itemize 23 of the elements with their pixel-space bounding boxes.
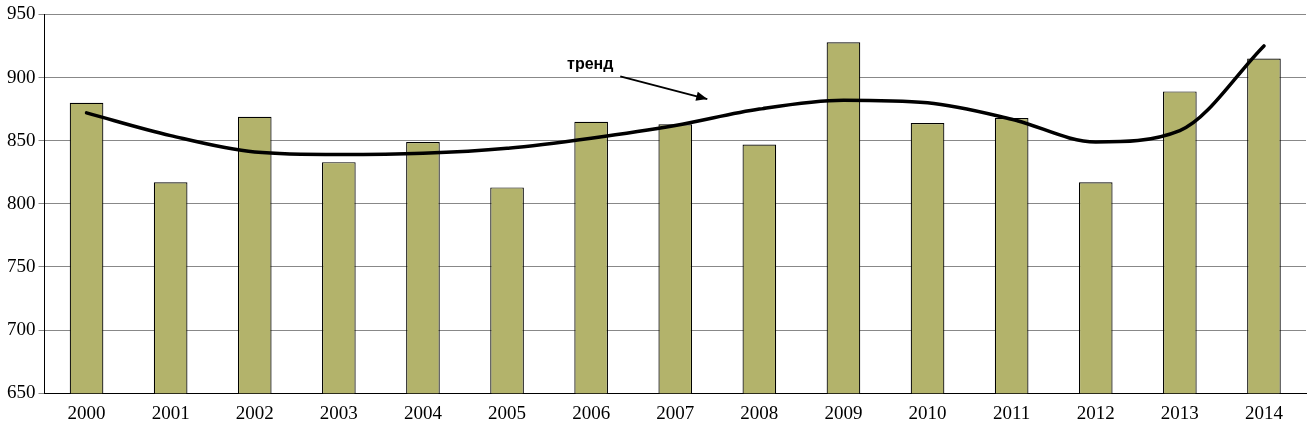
x-tick-label: 2001 <box>151 401 190 423</box>
x-tick-label: 2012 <box>1076 401 1115 423</box>
x-tick-label: 2013 <box>1160 401 1199 423</box>
x-tick-label: 2003 <box>319 401 358 423</box>
x-tick-label: 2000 <box>67 401 106 423</box>
x-tick-label: 2010 <box>908 401 947 423</box>
y-tick-label: 900 <box>7 65 36 87</box>
y-tick-label: 750 <box>7 254 36 276</box>
text: тренд <box>567 54 614 72</box>
y-tick-label: 850 <box>7 128 36 150</box>
x-tick-label: 2004 <box>403 401 443 423</box>
x-tick-label: 2014 <box>1244 401 1284 423</box>
y-tick-label: 800 <box>7 191 36 213</box>
y-tick-label: 950 <box>7 2 36 24</box>
y-tick-label: 650 <box>7 381 36 403</box>
x-tick-label: 2007 <box>656 401 695 423</box>
x-tick-label: 2005 <box>488 401 527 423</box>
x-tick-label: 2009 <box>824 401 863 423</box>
x-tick-label: 2008 <box>740 401 779 423</box>
x-tick-label: 2011 <box>993 401 1031 423</box>
x-tick-label: 2006 <box>572 401 611 423</box>
x-tick-label: 2002 <box>235 401 274 423</box>
y-tick-label: 700 <box>7 318 36 340</box>
